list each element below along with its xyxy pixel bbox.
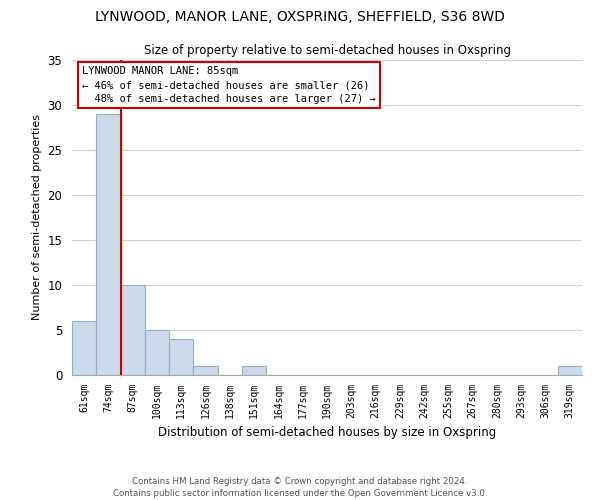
Title: Size of property relative to semi-detached houses in Oxspring: Size of property relative to semi-detach… — [143, 44, 511, 58]
Bar — [72, 321, 96, 375]
Bar — [558, 366, 582, 375]
Bar — [169, 339, 193, 375]
Bar — [121, 285, 145, 375]
Y-axis label: Number of semi-detached properties: Number of semi-detached properties — [32, 114, 42, 320]
Bar — [193, 366, 218, 375]
Text: LYNWOOD MANOR LANE: 85sqm
← 46% of semi-detached houses are smaller (26)
  48% o: LYNWOOD MANOR LANE: 85sqm ← 46% of semi-… — [82, 66, 376, 104]
Bar — [145, 330, 169, 375]
Text: Contains HM Land Registry data © Crown copyright and database right 2024.
Contai: Contains HM Land Registry data © Crown c… — [113, 476, 487, 498]
Bar — [96, 114, 121, 375]
Bar — [242, 366, 266, 375]
X-axis label: Distribution of semi-detached houses by size in Oxspring: Distribution of semi-detached houses by … — [158, 426, 496, 439]
Text: LYNWOOD, MANOR LANE, OXSPRING, SHEFFIELD, S36 8WD: LYNWOOD, MANOR LANE, OXSPRING, SHEFFIELD… — [95, 10, 505, 24]
